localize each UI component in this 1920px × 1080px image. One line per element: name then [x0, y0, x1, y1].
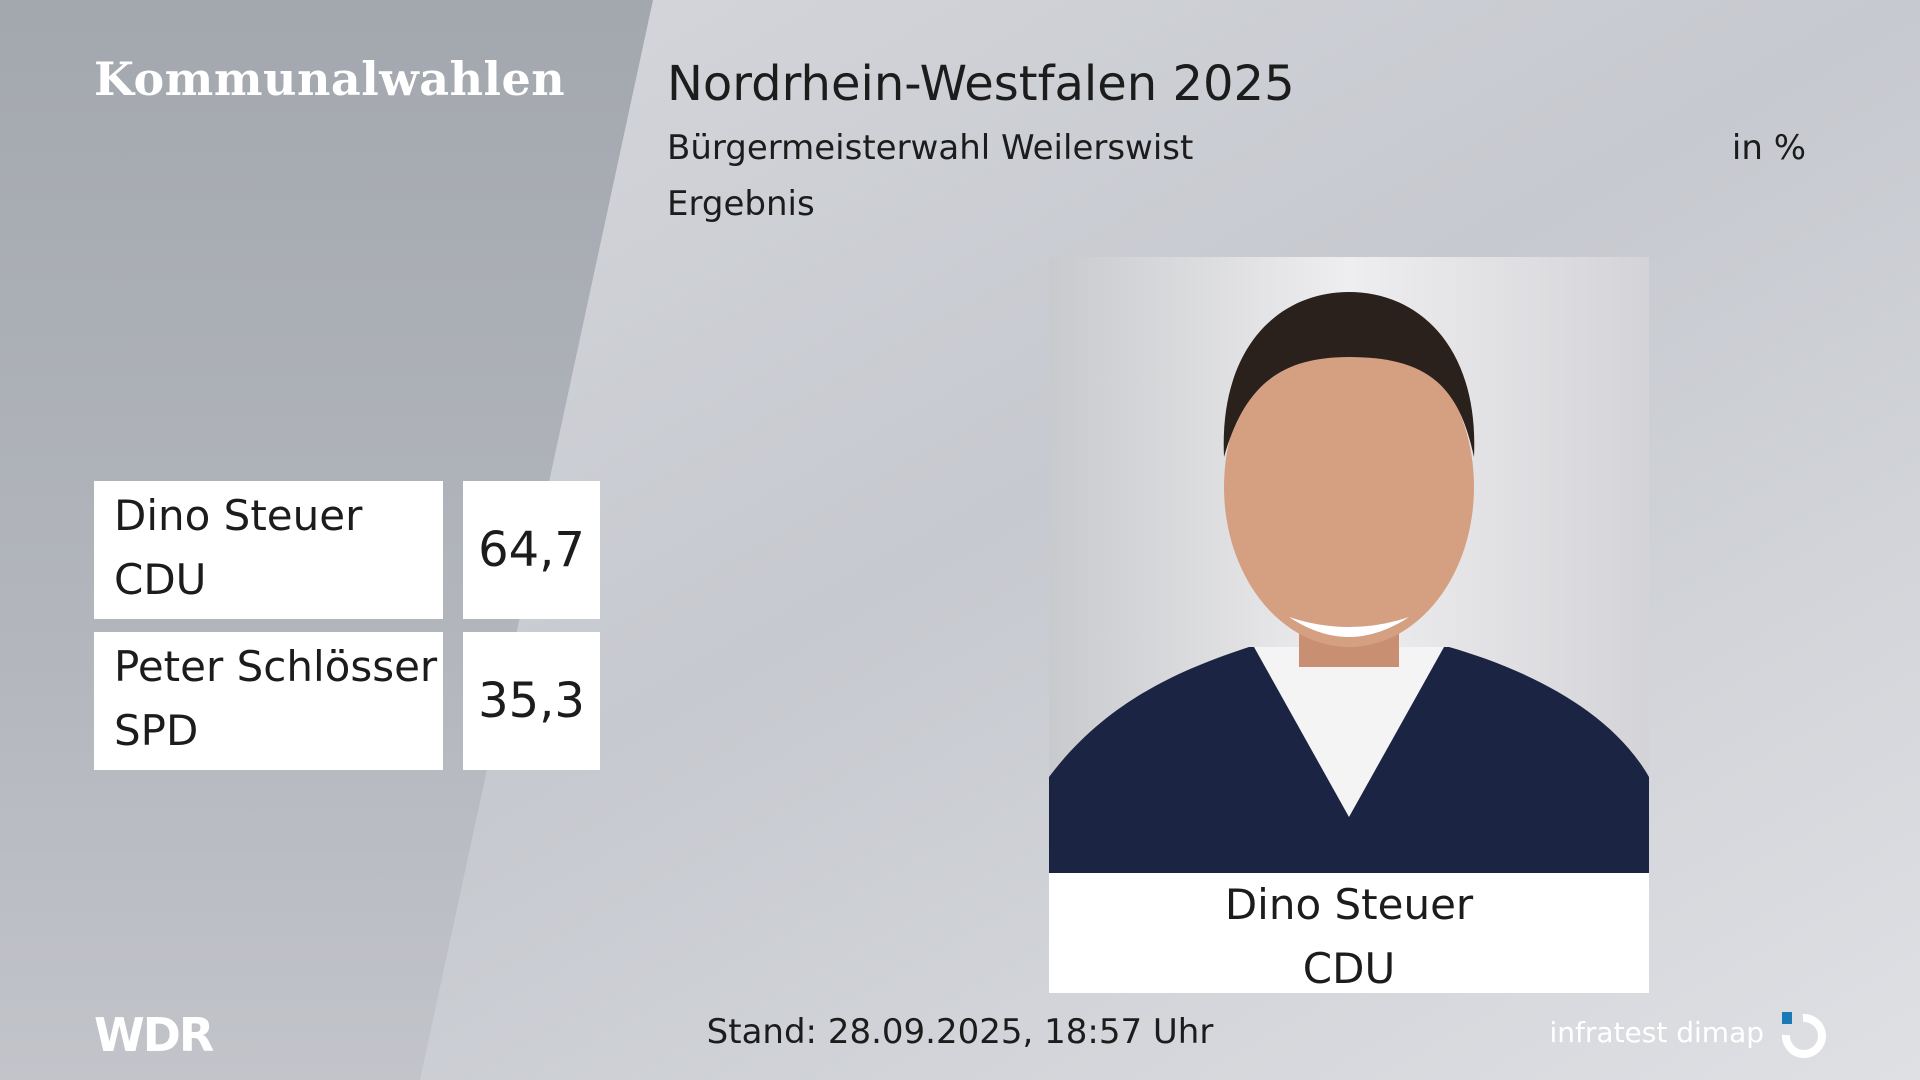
candidate-box: Peter Schlösser SPD [94, 632, 443, 770]
candidate-name: Peter Schlösser [114, 642, 438, 691]
unit: in % [1731, 128, 1806, 168]
timestamp: Stand: 28.09.2025, 18:57 Uhr [706, 1012, 1214, 1052]
portrait-photo [1049, 257, 1649, 873]
portrait-caption: Dino Steuer CDU [1049, 873, 1649, 993]
candidate-party: CDU [114, 555, 207, 604]
title: Nordrhein-Westfalen 2025 [667, 56, 1295, 112]
result-value: 64,7 [463, 481, 600, 619]
source-logo [1781, 1012, 1826, 1058]
portrait-party: CDU [1302, 944, 1396, 993]
portrait-name: Dino Steuer [1224, 880, 1474, 929]
source: infratest dimap [1549, 1016, 1764, 1049]
broadcaster-logo: WDR [94, 1008, 214, 1062]
candidate-party: SPD [114, 706, 199, 755]
candidate-name: Dino Steuer [114, 491, 363, 540]
result-value: 35,3 [463, 632, 600, 770]
status: Ergebnis [667, 184, 815, 224]
subtitle: Bürgermeisterwahl Weilerswist [667, 128, 1194, 168]
candidate-box: Dino Steuer CDU [94, 481, 443, 619]
brand: Kommunalwahlen [94, 52, 566, 106]
